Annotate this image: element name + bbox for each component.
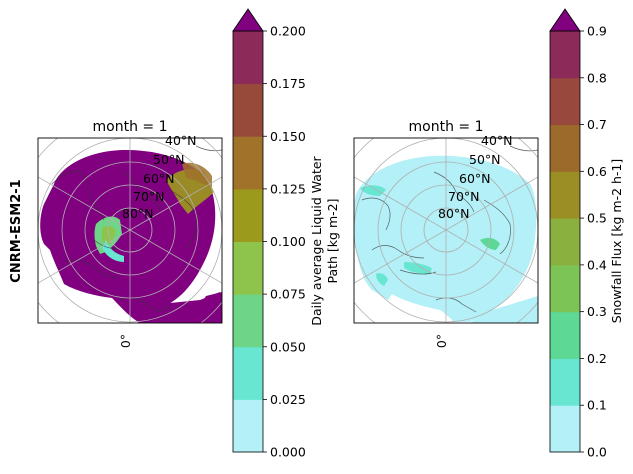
lat-label-40: 40°N bbox=[165, 133, 197, 148]
model-row-label: CNRM-ESM2-1 bbox=[9, 179, 24, 282]
lat-label-50: 50°N bbox=[153, 152, 185, 167]
colorbar-cell bbox=[550, 358, 580, 406]
colorbar-tick-label: 0.2 bbox=[587, 351, 607, 366]
map-frame bbox=[353, 137, 539, 324]
colorbar-tick-label: 0.4 bbox=[587, 257, 607, 272]
colorbar-cell bbox=[233, 188, 263, 242]
colorbar-label-line-1: Snowfall Flux [kg m-2 h-1] bbox=[609, 159, 624, 324]
colorbar-cell bbox=[550, 124, 580, 172]
colorbar-cell bbox=[233, 83, 263, 137]
lat-label-70: 70°N bbox=[133, 189, 165, 204]
colorbar-tick-label: 0.075 bbox=[270, 287, 306, 302]
colorbar-cell bbox=[233, 241, 263, 295]
field-mid-coast-3 bbox=[480, 237, 500, 250]
map-title: month = 1 bbox=[409, 119, 484, 135]
colorbar-snowfall-flux: 0.0 0.1 0.2 0.3 0.4 0.5 0.6 0.7 0.8 0.9 Snowfall … bbox=[549, 8, 624, 460]
colorbar-tick-label: 0.0 bbox=[587, 445, 607, 460]
colorbar-cell bbox=[550, 264, 580, 313]
colorbar-cell bbox=[550, 218, 580, 266]
colorbar-tick-label: 0.175 bbox=[270, 76, 306, 91]
colorbar-label-line-1: Daily average Liquid Water bbox=[309, 155, 324, 325]
colorbar-tick-label: 0.100 bbox=[270, 234, 306, 249]
colorbar-tick-label: 0.050 bbox=[270, 339, 306, 354]
colorbar-cell bbox=[233, 136, 263, 190]
colorbar-cells bbox=[233, 31, 263, 453]
colorbar-cell bbox=[233, 399, 263, 453]
colorbar-tick-label: 0.125 bbox=[270, 181, 306, 196]
lat-label-60: 60°N bbox=[459, 171, 491, 186]
latitude-labels: 40°N 50°N 60°N 70°N 80°N bbox=[438, 133, 513, 221]
field-low-atlantic bbox=[182, 162, 212, 188]
field-mid-coast-2 bbox=[404, 262, 432, 274]
colorbar-cell bbox=[550, 405, 580, 453]
colorbar-tick-label: 0.000 bbox=[270, 445, 306, 460]
colorbar-cell bbox=[550, 311, 580, 359]
lat-label-70: 70°N bbox=[448, 189, 480, 204]
colorbar-extend-arrow bbox=[549, 8, 581, 32]
lat-label-80: 80°N bbox=[122, 206, 154, 221]
colorbar-liquid-water-path: 0.000 0.025 0.050 0.075 0.100 0.125 0.150 0.175… bbox=[232, 8, 340, 460]
colorbar-tick-label: 0.5 bbox=[587, 211, 607, 226]
field-mid-coast-4 bbox=[376, 273, 388, 286]
map-panel-snowfall-flux: month = 1 bbox=[353, 119, 539, 348]
lat-label-80: 80°N bbox=[438, 206, 470, 221]
colorbar-ticks: 0.0 0.1 0.2 0.3 0.4 0.5 0.6 0.7 0.8 0.9 bbox=[580, 24, 607, 460]
lat-label-60: 60°N bbox=[143, 171, 175, 186]
colorbar-cell bbox=[233, 31, 263, 85]
colorbar-cell bbox=[550, 171, 580, 219]
colorbar-label-line-2: Path [kg m-2] bbox=[325, 199, 340, 284]
field-low-snowfall bbox=[354, 155, 537, 322]
field-mid-coast-1 bbox=[360, 185, 386, 196]
map-frame bbox=[37, 137, 223, 324]
field-low-snowfall-east bbox=[470, 296, 538, 323]
colorbar-extend-arrow bbox=[232, 8, 264, 32]
colorbar-cell bbox=[233, 346, 263, 400]
graticule bbox=[38, 138, 222, 323]
colorbar-tick-label: 0.7 bbox=[587, 117, 607, 132]
colorbar-cell bbox=[233, 294, 263, 348]
graticule bbox=[354, 138, 538, 323]
colorbar-tick-label: 0.1 bbox=[587, 398, 607, 413]
map-title: month = 1 bbox=[93, 119, 168, 135]
map-panel-liquid-water-path: month = 1 bbox=[37, 119, 223, 348]
colorbar-cell bbox=[550, 31, 580, 79]
colorbar-label: Daily average Liquid Water Path [kg m-2] bbox=[309, 155, 340, 325]
colorbar-cell bbox=[550, 77, 580, 126]
colorbar-frame bbox=[549, 30, 581, 453]
colorbar-tick-label: 0.3 bbox=[587, 304, 607, 319]
lat-label-50: 50°N bbox=[469, 152, 501, 167]
coastlines bbox=[361, 145, 538, 313]
colorbar-tick-label: 0.200 bbox=[270, 24, 306, 39]
field-low-coast bbox=[102, 240, 124, 262]
lat-label-40: 40°N bbox=[481, 133, 513, 148]
latitude-labels: 40°N 50°N 60°N 70°N 80°N bbox=[122, 133, 197, 221]
colorbar-tick-label: 0.9 bbox=[587, 24, 607, 39]
lon-label-0: 0° bbox=[118, 334, 133, 348]
colorbar-tick-label: 0.8 bbox=[587, 70, 607, 85]
colorbar-tick-label: 0.6 bbox=[587, 164, 607, 179]
colorbar-ticks: 0.000 0.025 0.050 0.075 0.100 0.125 0.150 0.175… bbox=[263, 24, 306, 460]
colorbar-tick-label: 0.025 bbox=[270, 392, 306, 407]
lon-label-0: 0° bbox=[434, 334, 449, 348]
colorbar-tick-label: 0.150 bbox=[270, 129, 306, 144]
colorbar-cells bbox=[550, 31, 580, 453]
